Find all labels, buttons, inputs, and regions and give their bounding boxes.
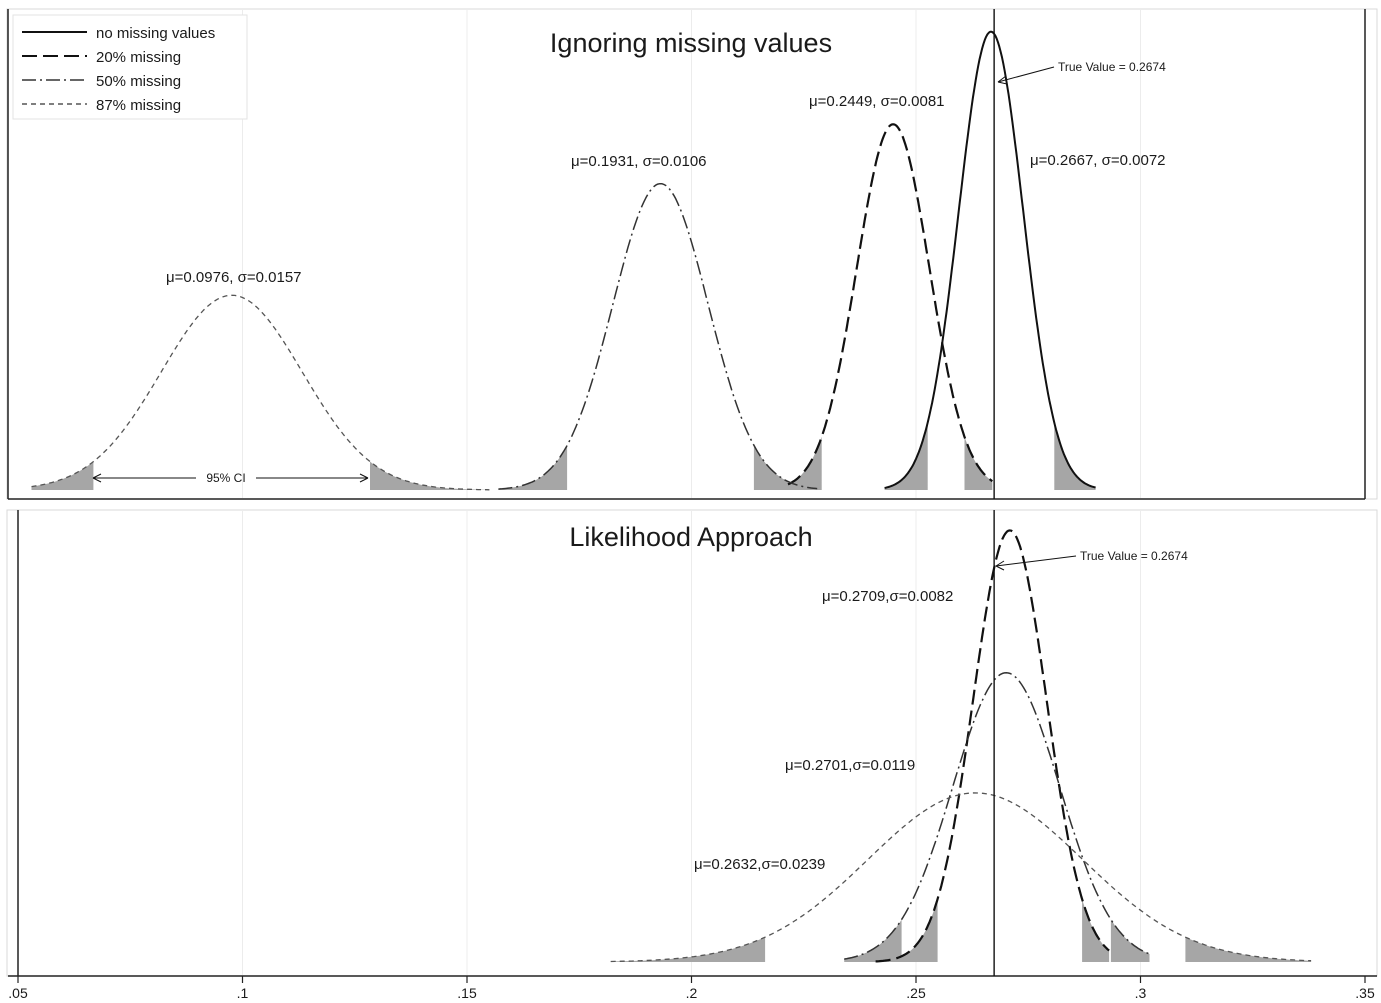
top-label-87-missing: μ=0.0976, σ=0.0157 (166, 269, 302, 286)
top-ci-tail-50-missing-right (753, 445, 818, 490)
x-tick-label-3: .2 (686, 985, 698, 1001)
top-curve-no-missing-values (884, 30, 1096, 489)
top-label-no-missing: μ=0.2667, σ=0.0072 (1030, 152, 1166, 169)
bottom-ci-tail-20-missing-right (1082, 899, 1110, 962)
ci-arrowheads (92, 473, 369, 483)
bottom-ci-tail-50-missing-right (1110, 919, 1150, 962)
x-tick-label-4: .25 (906, 985, 926, 1001)
top-panel-title: Ignoring missing values (550, 28, 832, 58)
legend-label-87-missing: 87% missing (96, 97, 181, 114)
top-ci-tail-no-missing-values-right (1054, 422, 1096, 490)
top-ci-tail-20-missing-left (788, 436, 822, 490)
top-true-value-arrowhead (997, 75, 1008, 85)
ci-label: 95% CI (206, 471, 245, 485)
bottom-ci-tail-87-missing-right (1185, 937, 1312, 962)
bottom-ci-tail-50-missing-left (844, 919, 902, 962)
grid-lines (242, 10, 1141, 975)
x-tick-label-6: .35 (1355, 985, 1375, 1001)
bottom-true-value-arrowhead (995, 560, 1005, 571)
legend: no missing values 20% missing 50% missin… (12, 14, 248, 120)
top-curve-20-missing (787, 123, 993, 486)
bottom-ci-shading (610, 899, 1312, 962)
bottom-true-value-arrow (995, 555, 1077, 567)
top-ci-tail-no-missing-values-left (884, 422, 928, 490)
bottom-label-50-missing: μ=0.2701,σ=0.0119 (785, 757, 915, 774)
top-ci-shading (31, 422, 1096, 490)
top-ci-tail-87-missing-right (370, 461, 490, 490)
bottom-ci-tail-87-missing-left (610, 937, 766, 962)
bottom-curve-87-missing (610, 792, 1312, 963)
x-axis-ticks: .05 .1 .15 .2 .25 .3 .35 (8, 976, 1375, 1001)
bottom-density-curves (610, 529, 1312, 963)
top-ci-tail-20-missing-right (964, 436, 993, 490)
bottom-curve-20-missing (875, 529, 1110, 963)
top-density-curves (31, 30, 1096, 491)
top-ci-tail-87-missing-left (31, 461, 94, 490)
top-label-20-missing: μ=0.2449, σ=0.0081 (809, 93, 945, 110)
bottom-label-87-missing: μ=0.2632,σ=0.0239 (694, 856, 825, 873)
bottom-true-value-label: True Value = 0.2674 (1080, 549, 1188, 563)
bottom-label-20-missing: μ=0.2709,σ=0.0082 (822, 588, 953, 605)
legend-label-20-missing: 20% missing (96, 49, 181, 66)
x-tick-label-0: .05 (8, 985, 28, 1001)
bottom-panel-title: Likelihood Approach (569, 522, 812, 552)
top-curve-50-missing (498, 182, 818, 490)
top-true-value-arrow (997, 66, 1055, 83)
bottom-ci-tail-20-missing-left (875, 899, 938, 962)
legend-label-no-missing: no missing values (96, 25, 215, 42)
top-ci-tail-50-missing-left (498, 445, 568, 490)
legend-label-50-missing: 50% missing (96, 73, 181, 90)
top-true-value-label: True Value = 0.2674 (1058, 60, 1166, 74)
bottom-curve-50-missing (844, 672, 1150, 960)
top-label-50-missing: μ=0.1931, σ=0.0106 (571, 153, 707, 170)
x-tick-label-5: .3 (1135, 985, 1147, 1001)
x-tick-label-2: .15 (457, 985, 477, 1001)
x-tick-label-1: .1 (237, 985, 249, 1001)
